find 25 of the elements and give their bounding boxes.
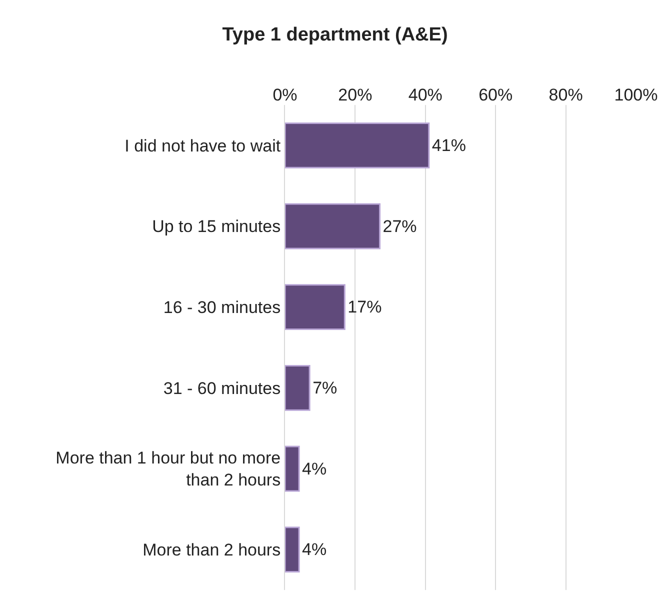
x-tick-label: 100%	[614, 86, 658, 105]
bar	[285, 364, 310, 411]
x-tick-label: 20%	[338, 86, 372, 105]
bar	[285, 122, 430, 168]
bar	[285, 526, 300, 573]
data-label: 4%	[302, 459, 327, 478]
chart-title: Type 1 department (A&E)	[222, 24, 448, 46]
data-label: 17%	[348, 298, 382, 317]
bar	[285, 284, 346, 330]
y-tick-label: Up to 15 minutes	[152, 217, 281, 236]
bar	[285, 446, 300, 492]
y-tick-label: I did not have to wait	[124, 136, 281, 156]
data-label: 7%	[312, 378, 338, 398]
x-tick-label: 60%	[478, 86, 513, 105]
x-tick-label: 0%	[272, 86, 298, 105]
bar	[285, 203, 381, 250]
y-tick-label: 31 - 60 minutes	[163, 378, 281, 398]
y-tick-label: More than 1 hour but no more than 2 hours	[56, 448, 281, 490]
data-label: 27%	[382, 216, 417, 236]
x-tick-label: 80%	[548, 86, 583, 105]
y-tick-label: 16 - 30 minutes	[163, 298, 281, 318]
y-tick-label: More than 2 hours	[142, 540, 281, 560]
data-label: 41%	[432, 136, 466, 155]
data-label: 4%	[302, 540, 327, 560]
x-tick-label: 40%	[408, 86, 442, 105]
